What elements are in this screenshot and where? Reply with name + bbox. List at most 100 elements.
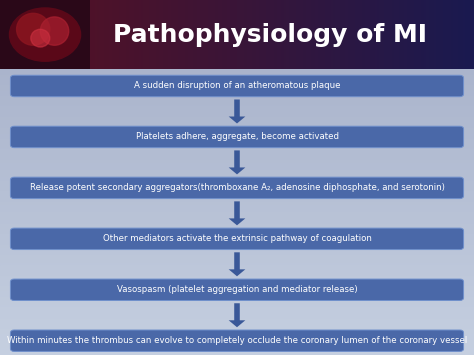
Bar xyxy=(0,337,474,338)
Bar xyxy=(0,296,474,297)
Bar xyxy=(0,136,474,137)
Bar xyxy=(0,96,474,97)
Bar xyxy=(0,339,474,340)
Bar xyxy=(0,148,474,149)
Bar xyxy=(0,222,474,223)
Bar xyxy=(0,290,474,291)
Bar xyxy=(0,323,474,324)
Bar xyxy=(0,209,474,210)
Bar xyxy=(0,221,474,222)
Bar xyxy=(0,253,474,254)
Bar xyxy=(0,117,474,118)
Text: Pathophysiology of MI: Pathophysiology of MI xyxy=(113,23,427,47)
Bar xyxy=(0,191,474,192)
Bar xyxy=(0,102,474,103)
Bar xyxy=(0,245,474,246)
Bar xyxy=(0,164,474,165)
Bar xyxy=(0,212,474,213)
Circle shape xyxy=(9,8,81,61)
Bar xyxy=(0,215,474,216)
Text: Within minutes the thrombus can evolve to completely occlude the coronary lumen : Within minutes the thrombus can evolve t… xyxy=(7,336,467,345)
Bar xyxy=(0,173,474,174)
FancyBboxPatch shape xyxy=(10,228,464,250)
Bar xyxy=(0,263,474,264)
Bar xyxy=(0,333,474,334)
Bar xyxy=(0,116,474,117)
Bar xyxy=(0,93,474,94)
Bar xyxy=(0,72,474,73)
Ellipse shape xyxy=(17,13,50,45)
Bar xyxy=(0,158,474,159)
Bar xyxy=(0,276,474,277)
Bar xyxy=(0,206,474,207)
Bar xyxy=(0,98,474,99)
Bar xyxy=(0,119,474,120)
Bar xyxy=(0,267,474,268)
Bar xyxy=(0,213,474,214)
Bar xyxy=(0,239,474,240)
Bar xyxy=(0,330,474,331)
Bar xyxy=(0,159,474,160)
Text: Platelets adhere, aggregate, become activated: Platelets adhere, aggregate, become acti… xyxy=(136,132,338,141)
Bar xyxy=(0,74,474,75)
Bar xyxy=(0,171,474,172)
Bar xyxy=(0,271,474,272)
Bar xyxy=(0,170,474,171)
Bar xyxy=(0,328,474,329)
Bar xyxy=(0,228,474,229)
Bar xyxy=(0,69,474,70)
Bar xyxy=(0,195,474,196)
Ellipse shape xyxy=(40,17,69,45)
Bar xyxy=(0,166,474,167)
Bar xyxy=(0,260,474,261)
Bar xyxy=(0,299,474,300)
Bar xyxy=(0,100,474,101)
Bar xyxy=(0,118,474,119)
Bar xyxy=(0,334,474,335)
Bar xyxy=(0,316,474,317)
Bar xyxy=(0,114,474,115)
Bar xyxy=(0,304,474,305)
Bar xyxy=(0,194,474,195)
Bar xyxy=(0,150,474,151)
Bar xyxy=(0,262,474,263)
Bar xyxy=(0,284,474,285)
Bar xyxy=(0,353,474,354)
Bar xyxy=(0,177,474,178)
Bar xyxy=(0,84,474,86)
Bar xyxy=(0,283,474,284)
Bar xyxy=(0,214,474,215)
Bar xyxy=(0,269,474,270)
Bar xyxy=(0,350,474,351)
Bar xyxy=(0,156,474,157)
Bar xyxy=(0,129,474,130)
Bar xyxy=(0,278,474,279)
Bar xyxy=(0,179,474,180)
Bar xyxy=(0,346,474,348)
Bar xyxy=(0,297,474,298)
Bar xyxy=(0,254,474,255)
Bar xyxy=(0,157,474,158)
Bar xyxy=(0,277,474,278)
Bar xyxy=(0,82,474,83)
Bar xyxy=(0,207,474,208)
Bar xyxy=(0,236,474,237)
Bar xyxy=(0,257,474,258)
Bar xyxy=(0,230,474,231)
Bar xyxy=(0,309,474,310)
FancyBboxPatch shape xyxy=(10,177,464,198)
Bar xyxy=(0,238,474,239)
Bar xyxy=(0,341,474,342)
Bar xyxy=(0,240,474,241)
Bar xyxy=(0,162,474,163)
Bar xyxy=(0,261,474,262)
Bar xyxy=(0,115,474,116)
Bar xyxy=(0,210,474,211)
Bar xyxy=(0,203,474,204)
Bar xyxy=(0,329,474,330)
Bar xyxy=(0,332,474,333)
Bar xyxy=(0,345,474,346)
Bar xyxy=(0,163,474,164)
Bar xyxy=(0,247,474,248)
Bar xyxy=(0,280,474,281)
